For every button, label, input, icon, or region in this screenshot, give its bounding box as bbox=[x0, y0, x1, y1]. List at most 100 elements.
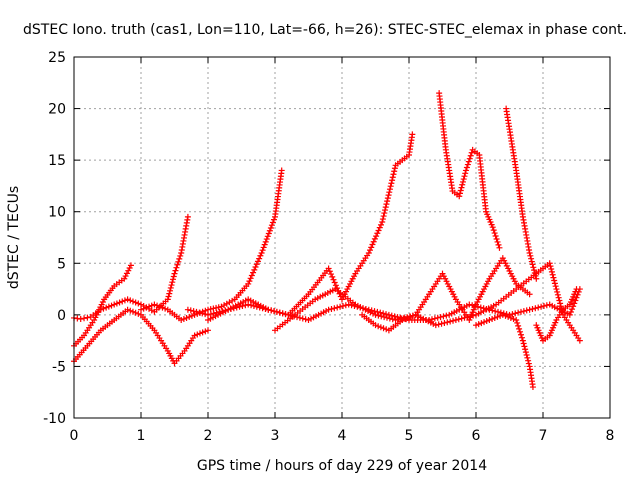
data-point bbox=[81, 315, 88, 322]
data-point bbox=[538, 303, 545, 310]
data-point bbox=[441, 319, 448, 326]
data-point bbox=[509, 311, 516, 318]
data-point bbox=[339, 303, 346, 310]
data-point bbox=[554, 288, 561, 295]
data-point bbox=[525, 357, 532, 364]
data-point bbox=[526, 249, 533, 256]
data-point bbox=[535, 304, 542, 311]
y-tick-label: 25 bbox=[48, 50, 66, 66]
data-point bbox=[389, 316, 396, 323]
data-point bbox=[495, 308, 502, 315]
data-point bbox=[406, 313, 413, 320]
data-point bbox=[135, 310, 142, 317]
data-point bbox=[384, 195, 391, 202]
data-point bbox=[151, 301, 158, 308]
data-point bbox=[265, 306, 272, 313]
chart-title: dSTEC Iono. truth (cas1, Lon=110, Lat=-6… bbox=[23, 22, 627, 38]
data-point bbox=[382, 207, 389, 214]
data-point bbox=[328, 271, 335, 278]
x-tick-label: 3 bbox=[271, 428, 280, 444]
data-point bbox=[121, 275, 128, 282]
data-point bbox=[383, 201, 390, 208]
data-point bbox=[514, 319, 521, 326]
data-point bbox=[250, 303, 257, 310]
data-point bbox=[171, 270, 178, 277]
data-point bbox=[517, 308, 524, 315]
data-point bbox=[522, 349, 529, 356]
data-point bbox=[557, 303, 564, 310]
data-point bbox=[507, 314, 514, 321]
data-point bbox=[551, 280, 558, 287]
data-point bbox=[556, 297, 563, 304]
data-point bbox=[576, 337, 583, 344]
data-point bbox=[409, 312, 416, 319]
series-arc-k bbox=[272, 260, 583, 344]
data-point bbox=[464, 161, 471, 168]
data-point bbox=[105, 303, 112, 310]
data-point bbox=[260, 244, 267, 251]
data-point bbox=[173, 264, 180, 271]
x-axis-title: GPS time / hours of day 229 of year 2014 bbox=[197, 458, 487, 474]
series-arc-f bbox=[184, 286, 583, 324]
data-point bbox=[285, 311, 292, 318]
data-point bbox=[264, 233, 271, 240]
grid bbox=[74, 57, 610, 418]
data-point bbox=[269, 219, 276, 226]
data-point bbox=[376, 224, 383, 231]
data-point bbox=[375, 312, 382, 319]
data-point bbox=[299, 315, 306, 322]
data-point bbox=[132, 299, 139, 306]
data-point bbox=[389, 177, 396, 184]
data-point bbox=[370, 238, 377, 245]
data-point bbox=[462, 170, 469, 177]
data-point bbox=[547, 263, 554, 270]
data-point bbox=[191, 332, 198, 339]
data-point bbox=[138, 306, 144, 313]
data-point bbox=[461, 314, 468, 321]
data-point bbox=[515, 322, 522, 329]
data-point bbox=[132, 309, 139, 316]
data-point bbox=[456, 190, 463, 197]
data-point bbox=[510, 315, 517, 322]
data-point bbox=[245, 301, 252, 308]
data-point bbox=[199, 329, 206, 336]
data-point bbox=[489, 315, 496, 322]
data-point bbox=[554, 291, 561, 298]
data-point bbox=[557, 300, 564, 307]
data-point bbox=[248, 302, 255, 309]
data-point bbox=[380, 325, 387, 332]
data-point bbox=[473, 322, 479, 329]
data-point bbox=[126, 265, 133, 272]
data-point bbox=[330, 276, 337, 283]
data-point bbox=[573, 294, 580, 301]
data-point bbox=[390, 171, 397, 178]
y-tick-label: 0 bbox=[57, 308, 66, 324]
data-point bbox=[325, 306, 332, 313]
data-point bbox=[491, 314, 498, 321]
data-point bbox=[523, 351, 530, 358]
data-point bbox=[328, 305, 335, 312]
data-point bbox=[527, 252, 534, 259]
data-point bbox=[530, 264, 537, 271]
data-point bbox=[465, 158, 472, 165]
ticks: 0 1 2 3 4 5 6 7 8 -10 -5 0 5 10 15 20 25 bbox=[43, 50, 614, 444]
data-point bbox=[262, 305, 269, 312]
data-point bbox=[262, 238, 269, 245]
data-point bbox=[494, 238, 501, 245]
data-point bbox=[248, 272, 255, 279]
series-arc-c bbox=[71, 306, 211, 367]
data-point bbox=[478, 320, 485, 327]
data-point bbox=[302, 316, 309, 323]
data-point bbox=[194, 331, 201, 338]
data-point bbox=[270, 216, 277, 223]
data-point bbox=[186, 313, 193, 320]
data-point bbox=[365, 249, 372, 256]
data-point bbox=[257, 252, 264, 259]
data-point bbox=[202, 311, 209, 318]
data-point bbox=[273, 308, 280, 315]
data-point bbox=[377, 324, 384, 331]
data-point bbox=[552, 283, 559, 290]
data-point bbox=[381, 210, 388, 217]
data-point bbox=[148, 302, 155, 309]
data-point bbox=[398, 315, 405, 322]
